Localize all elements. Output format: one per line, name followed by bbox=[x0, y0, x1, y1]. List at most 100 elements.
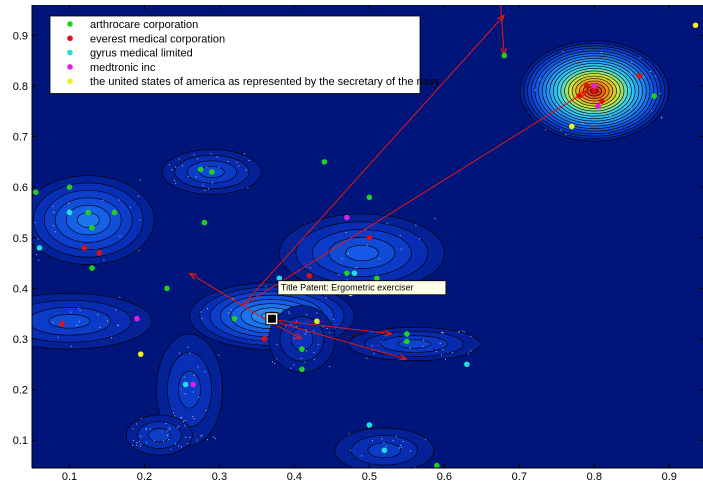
data-point bbox=[231, 315, 238, 322]
data-point bbox=[89, 265, 95, 271]
speckle bbox=[309, 267, 311, 269]
speckle bbox=[306, 331, 308, 333]
speckle bbox=[183, 376, 185, 378]
data-point bbox=[66, 209, 73, 216]
speckle bbox=[174, 179, 176, 181]
legend-box bbox=[49, 15, 421, 94]
speckle bbox=[381, 341, 383, 343]
speckle bbox=[442, 332, 444, 334]
speckle bbox=[129, 207, 131, 209]
speckle bbox=[208, 188, 210, 190]
contour-ring bbox=[48, 313, 91, 329]
speckle bbox=[68, 209, 70, 211]
speckle bbox=[118, 199, 120, 201]
speckle bbox=[441, 331, 443, 333]
speckle bbox=[459, 331, 461, 333]
speckle bbox=[245, 169, 247, 171]
legend-label: the united states of america as represen… bbox=[90, 76, 440, 88]
speckle bbox=[371, 345, 373, 347]
contour-ring bbox=[397, 339, 432, 349]
speckle bbox=[661, 116, 663, 118]
speckle bbox=[196, 439, 198, 441]
speckle bbox=[110, 337, 112, 339]
speckle bbox=[175, 182, 177, 184]
speckle bbox=[228, 312, 230, 314]
speckle bbox=[211, 182, 213, 184]
data-point bbox=[591, 88, 598, 94]
speckle bbox=[409, 450, 411, 452]
speckle bbox=[136, 442, 138, 444]
speckle bbox=[175, 443, 177, 445]
speckle bbox=[322, 326, 324, 328]
speckle bbox=[580, 98, 582, 100]
speckle bbox=[440, 354, 442, 356]
speckle bbox=[19, 326, 20, 327]
x-tick-label: 0.4 bbox=[287, 471, 302, 482]
speckle bbox=[631, 61, 633, 63]
data-point bbox=[598, 98, 605, 104]
speckle bbox=[290, 367, 292, 369]
y-tick-label: 0.9 bbox=[13, 30, 28, 42]
legend-marker bbox=[67, 78, 73, 84]
axes: 0.1 0.2 0.3 0.4 0.5 0.6 0.7 0.8 0.9 0.1 0.2 0.3 0.4 0… bbox=[13, 5, 703, 482]
data-point bbox=[321, 159, 328, 165]
speckle bbox=[174, 415, 176, 417]
data-point bbox=[595, 103, 601, 110]
data-point bbox=[137, 351, 144, 357]
speckle bbox=[366, 357, 368, 359]
speckle bbox=[178, 158, 180, 160]
data-point bbox=[351, 270, 358, 276]
speckle bbox=[649, 70, 651, 72]
citation-arrow bbox=[189, 272, 265, 320]
speckle bbox=[206, 307, 208, 309]
data-point bbox=[190, 381, 196, 388]
speckle bbox=[402, 440, 404, 442]
speckle bbox=[132, 444, 134, 446]
speckle bbox=[610, 115, 612, 117]
speckle bbox=[232, 298, 234, 300]
data-point bbox=[583, 83, 590, 89]
arrow-head bbox=[578, 90, 588, 98]
legend: arthrocare corporation everest medical co… bbox=[49, 15, 440, 94]
speckle bbox=[70, 311, 72, 313]
speckle bbox=[565, 133, 567, 135]
speckle bbox=[295, 320, 297, 322]
data-point bbox=[59, 320, 65, 327]
data-point bbox=[366, 194, 373, 201]
speckle bbox=[293, 364, 295, 366]
speckle bbox=[184, 393, 186, 395]
data-point bbox=[314, 318, 320, 325]
data-point bbox=[197, 166, 204, 173]
speckle bbox=[53, 211, 55, 213]
speckle bbox=[214, 438, 216, 440]
speckle bbox=[197, 366, 199, 368]
speckle bbox=[205, 166, 207, 168]
speckle bbox=[175, 166, 177, 168]
speckle bbox=[386, 222, 388, 224]
speckle bbox=[201, 434, 203, 436]
speckle bbox=[415, 224, 417, 226]
speckle bbox=[316, 312, 318, 314]
y-tick-label: 0.5 bbox=[13, 233, 28, 245]
speckle bbox=[178, 425, 180, 427]
citation-arrow bbox=[241, 14, 505, 307]
speckle bbox=[276, 358, 278, 360]
highlight-marker[interactable] bbox=[265, 312, 279, 326]
speckle bbox=[567, 87, 569, 89]
speckle bbox=[184, 425, 186, 427]
speckle bbox=[300, 357, 302, 359]
speckle bbox=[184, 420, 186, 422]
speckle bbox=[180, 417, 182, 419]
y-tick-label: 0.8 bbox=[13, 81, 28, 93]
speckle bbox=[192, 391, 194, 393]
speckle bbox=[276, 344, 278, 346]
speckle bbox=[399, 234, 401, 236]
speckle bbox=[439, 342, 441, 344]
speckle bbox=[348, 433, 350, 435]
speckle bbox=[317, 343, 319, 345]
speckle bbox=[216, 156, 218, 158]
speckle bbox=[186, 443, 188, 445]
speckle bbox=[204, 189, 206, 191]
speckle bbox=[78, 307, 80, 309]
speckle bbox=[385, 445, 387, 447]
